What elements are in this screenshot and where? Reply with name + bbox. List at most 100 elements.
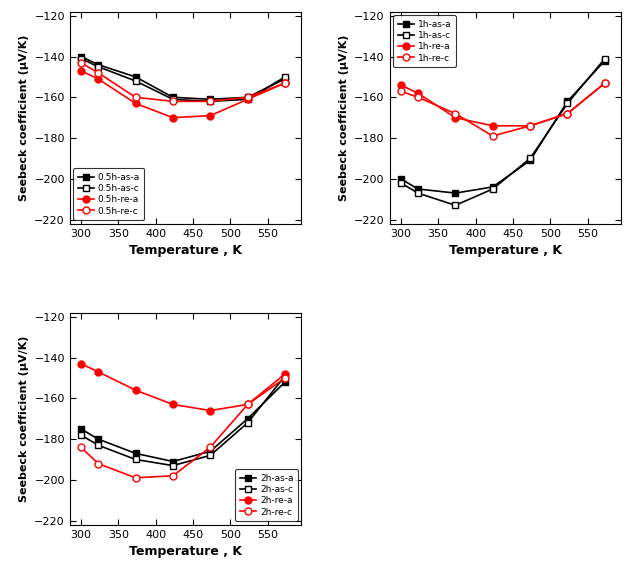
2h-re-a [169,401,177,408]
0.5h-re-a [207,112,214,119]
0.5h-re-a [281,79,289,86]
Legend: 0.5h-as-a, 0.5h-as-c, 0.5h-re-a, 0.5h-re-c: 0.5h-as-a, 0.5h-as-c, 0.5h-re-a, 0.5h-re… [74,168,145,220]
1h-re-c [451,110,459,117]
Line: 2h-re-c: 2h-re-c [77,374,288,482]
Legend: 1h-as-a, 1h-as-c, 1h-re-a, 1h-re-c: 1h-as-a, 1h-as-c, 1h-re-a, 1h-re-c [393,15,456,67]
0.5h-as-c [207,98,214,105]
1h-re-a [601,79,609,86]
2h-as-a [281,378,289,385]
1h-as-a [451,189,459,196]
1h-re-c [397,87,404,94]
2h-re-a [244,401,252,408]
0.5h-as-a [207,96,214,103]
0.5h-as-a [94,61,102,68]
1h-as-c [414,189,422,196]
0.5h-re-c [77,59,85,66]
2h-as-c [94,442,102,449]
2h-as-c [244,419,252,426]
1h-as-a [601,57,609,64]
0.5h-re-c [94,69,102,76]
2h-re-c [77,444,85,451]
Line: 2h-as-c: 2h-as-c [77,373,288,469]
2h-as-c [207,452,214,459]
2h-as-a [207,448,214,455]
1h-re-a [526,122,534,129]
2h-as-c [132,456,139,463]
2h-re-a [207,407,214,414]
1h-as-a [564,98,571,105]
1h-re-a [564,110,571,117]
1h-re-c [489,132,496,139]
0.5h-re-a [77,67,85,74]
2h-as-c [77,431,85,438]
0.5h-re-c [169,98,177,105]
Line: 2h-as-a: 2h-as-a [77,378,288,465]
2h-as-a [169,458,177,465]
1h-re-c [601,79,609,86]
2h-re-a [281,370,289,377]
Line: 0.5h-re-c: 0.5h-re-c [77,59,288,105]
2h-as-a [94,436,102,442]
1h-as-c [601,55,609,62]
0.5h-re-c [207,98,214,105]
2h-re-a [132,387,139,394]
2h-re-a [77,360,85,367]
Y-axis label: Seebeck coefficient (μV/K): Seebeck coefficient (μV/K) [18,335,29,502]
2h-re-c [281,374,289,381]
1h-as-c [564,100,571,107]
1h-re-a [397,82,404,89]
1h-as-c [397,180,404,187]
1h-re-a [414,90,422,97]
0.5h-as-a [169,94,177,101]
2h-re-c [94,460,102,467]
Line: 0.5h-as-a: 0.5h-as-a [77,53,288,103]
1h-as-c [451,202,459,209]
0.5h-as-c [94,63,102,70]
2h-re-c [207,444,214,451]
0.5h-re-c [244,94,252,101]
0.5h-as-c [132,78,139,85]
0.5h-re-a [132,100,139,107]
2h-re-c [132,475,139,482]
Y-axis label: Seebeck coefficient (μV/K): Seebeck coefficient (μV/K) [18,34,29,201]
1h-as-a [526,157,534,164]
0.5h-as-c [77,55,85,62]
1h-re-a [451,114,459,121]
0.5h-re-a [94,75,102,82]
0.5h-re-a [244,96,252,103]
2h-as-a [77,426,85,433]
X-axis label: Temperature , K: Temperature , K [449,244,562,257]
1h-as-a [414,185,422,192]
X-axis label: Temperature , K: Temperature , K [129,545,242,558]
1h-as-c [526,155,534,162]
0.5h-as-a [132,73,139,80]
0.5h-re-c [281,79,289,86]
0.5h-re-a [169,114,177,121]
Line: 1h-re-a: 1h-re-a [398,79,609,129]
1h-as-a [489,184,496,191]
2h-as-c [281,373,289,380]
1h-as-a [397,175,404,182]
Line: 2h-re-a: 2h-re-a [77,360,288,414]
0.5h-as-c [169,96,177,103]
Line: 1h-as-a: 1h-as-a [398,57,609,196]
0.5h-re-c [132,94,139,101]
X-axis label: Temperature , K: Temperature , K [129,244,242,257]
2h-re-c [169,472,177,479]
Y-axis label: Seebeck coefficient (μV/K): Seebeck coefficient (μV/K) [339,34,349,201]
1h-as-c [489,185,496,192]
0.5h-as-a [244,94,252,101]
2h-as-a [132,450,139,457]
1h-re-c [414,94,422,101]
1h-re-a [489,122,496,129]
Line: 0.5h-as-c: 0.5h-as-c [77,55,288,105]
Line: 0.5h-re-a: 0.5h-re-a [77,67,288,121]
Legend: 2h-as-a, 2h-as-c, 2h-re-a, 2h-re-c: 2h-as-a, 2h-as-c, 2h-re-a, 2h-re-c [235,469,298,521]
1h-re-c [564,110,571,117]
2h-re-c [244,401,252,408]
0.5h-as-a [77,53,85,60]
0.5h-as-a [281,75,289,82]
2h-as-a [244,415,252,422]
Line: 1h-re-c: 1h-re-c [398,79,609,139]
2h-re-a [94,368,102,375]
